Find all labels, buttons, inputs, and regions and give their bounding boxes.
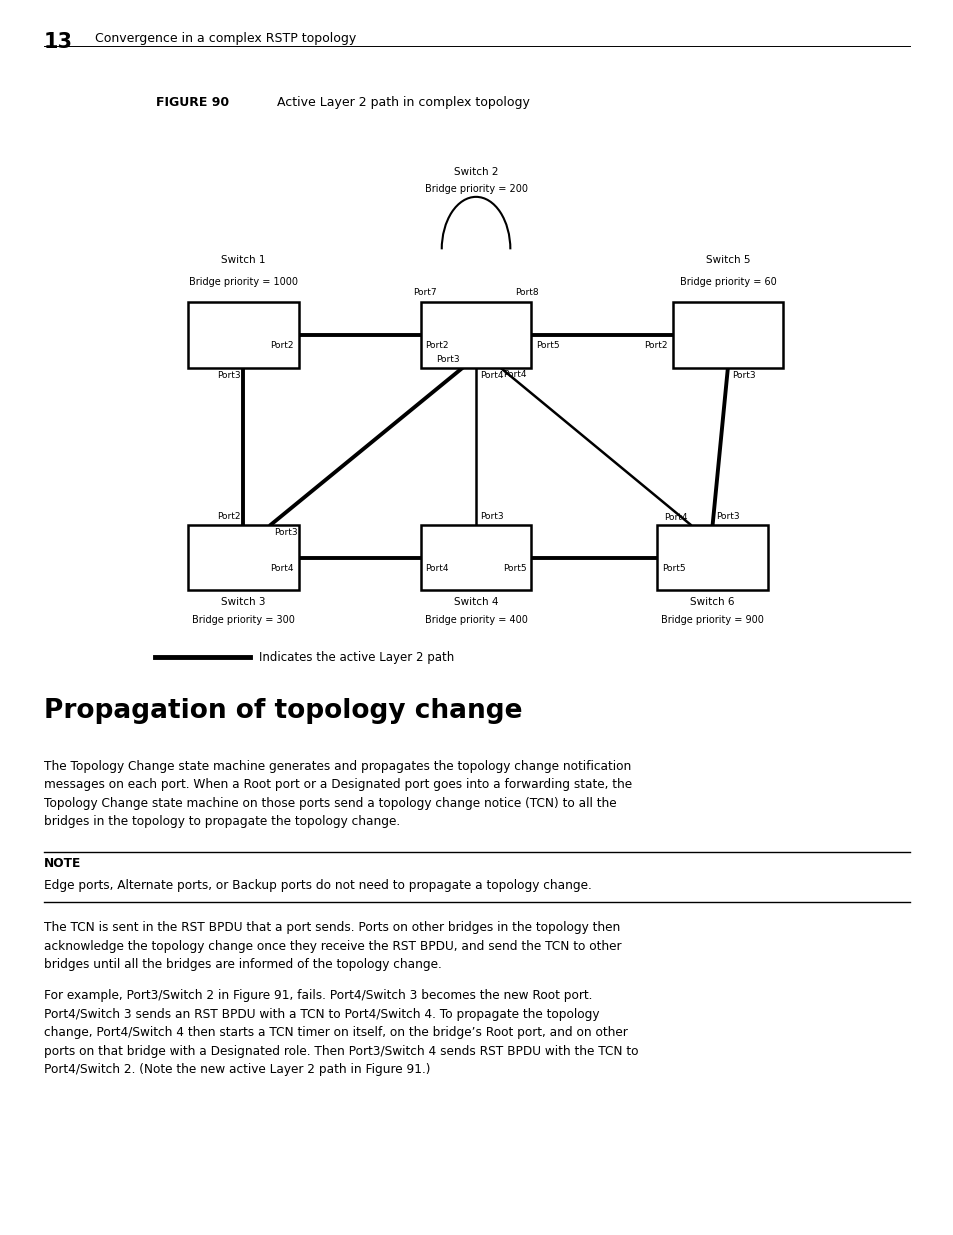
Text: Bridge priority = 200: Bridge priority = 200 xyxy=(424,184,527,194)
Text: Port3: Port3 xyxy=(274,529,297,537)
Text: Port5: Port5 xyxy=(661,563,685,573)
Text: Indicates the active Layer 2 path: Indicates the active Layer 2 path xyxy=(259,651,455,663)
Text: Port2: Port2 xyxy=(270,341,294,350)
Text: The TCN is sent in the RST BPDU that a port sends. Ports on other bridges in the: The TCN is sent in the RST BPDU that a p… xyxy=(44,921,620,971)
FancyBboxPatch shape xyxy=(420,301,531,368)
Text: Port4: Port4 xyxy=(503,370,526,379)
Text: NOTE: NOTE xyxy=(44,857,81,871)
FancyBboxPatch shape xyxy=(657,525,767,590)
Text: Bridge priority = 1000: Bridge priority = 1000 xyxy=(189,277,297,287)
Text: Port4: Port4 xyxy=(270,563,294,573)
Text: Edge ports, Alternate ports, or Backup ports do not need to propagate a topology: Edge ports, Alternate ports, or Backup p… xyxy=(44,879,591,893)
FancyBboxPatch shape xyxy=(188,301,298,368)
Text: Port5: Port5 xyxy=(536,341,559,350)
Text: Port7: Port7 xyxy=(413,288,436,296)
Text: Port3: Port3 xyxy=(731,372,755,380)
Text: Active Layer 2 path in complex topology: Active Layer 2 path in complex topology xyxy=(276,96,529,110)
Text: Bridge priority = 400: Bridge priority = 400 xyxy=(424,615,527,625)
Text: Switch 4: Switch 4 xyxy=(454,597,497,606)
Text: Port3: Port3 xyxy=(216,372,240,380)
Text: Switch 5: Switch 5 xyxy=(705,254,749,264)
Text: Bridge priority = 300: Bridge priority = 300 xyxy=(192,615,294,625)
Text: Port2: Port2 xyxy=(216,513,240,521)
Text: 13: 13 xyxy=(44,32,72,52)
Text: Switch 3: Switch 3 xyxy=(221,597,265,606)
Text: FIGURE 90: FIGURE 90 xyxy=(155,96,229,110)
Text: Port5: Port5 xyxy=(502,563,526,573)
FancyBboxPatch shape xyxy=(420,525,531,590)
FancyBboxPatch shape xyxy=(672,301,782,368)
Text: Switch 6: Switch 6 xyxy=(690,597,734,606)
Text: Propagation of topology change: Propagation of topology change xyxy=(44,698,522,724)
Text: Port8: Port8 xyxy=(515,288,538,296)
Text: Port3: Port3 xyxy=(479,513,503,521)
Text: Bridge priority = 900: Bridge priority = 900 xyxy=(660,615,763,625)
Text: For example, Port3/Switch 2 in Figure 91, fails. Port4/Switch 3 becomes the new : For example, Port3/Switch 2 in Figure 91… xyxy=(44,989,638,1076)
Text: Port2: Port2 xyxy=(425,341,449,350)
Text: Port4: Port4 xyxy=(663,514,687,522)
Text: Port4: Port4 xyxy=(425,563,449,573)
Text: The Topology Change state machine generates and propagates the topology change n: The Topology Change state machine genera… xyxy=(44,760,631,827)
FancyBboxPatch shape xyxy=(188,525,298,590)
Text: Switch 2: Switch 2 xyxy=(454,167,497,177)
Text: Switch 1: Switch 1 xyxy=(221,254,265,264)
Text: Port2: Port2 xyxy=(643,341,667,350)
Text: Port4: Port4 xyxy=(479,372,503,380)
Text: Bridge priority = 60: Bridge priority = 60 xyxy=(679,277,776,287)
Text: Port3: Port3 xyxy=(436,354,459,364)
Text: Convergence in a complex RSTP topology: Convergence in a complex RSTP topology xyxy=(95,32,356,46)
Text: Port3: Port3 xyxy=(716,513,740,521)
